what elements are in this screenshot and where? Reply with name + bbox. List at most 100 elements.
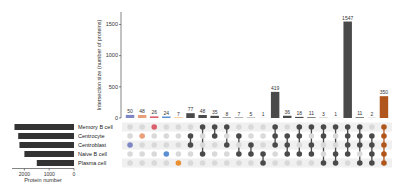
data-label: 1 (262, 111, 265, 117)
empty-dot (248, 133, 254, 139)
y-tick-label: 500 (109, 84, 118, 90)
empty-dot (212, 160, 218, 166)
member-dot (297, 151, 303, 157)
member-dot (284, 151, 290, 157)
set-size-bar (14, 124, 74, 130)
member-dot (345, 151, 351, 157)
x-tick-label: 1000 (44, 171, 55, 177)
empty-dot (248, 160, 254, 166)
intersection-bar (223, 117, 231, 118)
member-dot (212, 124, 218, 130)
member-dot (333, 151, 339, 157)
empty-dot (127, 124, 133, 130)
x-axis (12, 168, 74, 169)
member-dot (381, 142, 387, 148)
data-label: 5 (250, 111, 253, 117)
empty-dot (309, 133, 315, 139)
member-dot (200, 124, 206, 130)
empty-dot (139, 124, 145, 130)
data-label: 50 (127, 108, 133, 114)
empty-dot (260, 124, 266, 130)
member-dot (272, 124, 278, 130)
intersection-bar (138, 115, 146, 118)
data-label: 1 (334, 111, 337, 117)
empty-dot (151, 160, 157, 166)
data-label: 1547 (342, 15, 353, 21)
intersection-bar (356, 117, 364, 119)
intersection-bar (162, 117, 170, 118)
member-dot (164, 151, 170, 157)
member-dot (260, 160, 266, 166)
empty-dot (200, 142, 206, 148)
data-label: 3 (322, 111, 325, 117)
intersection-bar (235, 117, 243, 118)
member-dot (284, 133, 290, 139)
empty-dot (188, 124, 194, 130)
empty-dot (333, 142, 339, 148)
member-dot (309, 142, 315, 148)
empty-dot (224, 151, 230, 157)
empty-dot (164, 133, 170, 139)
member-dot (188, 133, 194, 139)
y-tick-label: 1000 (106, 52, 118, 58)
empty-dot (127, 151, 133, 157)
connector (347, 127, 348, 154)
empty-dot (164, 124, 170, 130)
chart: 050010001500Intersection size (number of… (0, 0, 400, 184)
data-label: 35 (212, 109, 218, 115)
intersection-bar (283, 116, 291, 118)
intersection-bar (271, 92, 279, 118)
y-tick (119, 55, 121, 56)
y-tick (119, 24, 121, 25)
data-label: 7 (177, 111, 180, 117)
empty-dot (284, 124, 290, 130)
data-label: 7 (237, 111, 240, 117)
empty-dot (212, 151, 218, 157)
member-dot (321, 124, 327, 130)
member-dot (357, 142, 363, 148)
empty-dot (176, 133, 182, 139)
member-dot (381, 151, 387, 157)
intersection-bar (368, 117, 376, 118)
connector (202, 127, 203, 154)
member-dot (369, 160, 375, 166)
empty-dot (369, 124, 375, 130)
data-label: 77 (188, 106, 194, 112)
empty-dot (139, 160, 145, 166)
member-dot (345, 142, 351, 148)
empty-dot (224, 160, 230, 166)
member-dot (200, 151, 206, 157)
empty-dot (236, 142, 242, 148)
intersection-bar (174, 117, 182, 118)
x-tick-label: 0 (73, 171, 76, 177)
member-dot (272, 133, 278, 139)
set-label: Centrocyte (78, 133, 105, 139)
set-label: Memory B cell (78, 124, 113, 130)
member-dot (272, 142, 278, 148)
member-dot (381, 124, 387, 130)
empty-dot (236, 160, 242, 166)
member-dot (345, 124, 351, 130)
intersection-bar (295, 117, 303, 118)
connector (371, 136, 372, 163)
empty-dot (224, 133, 230, 139)
empty-dot (297, 142, 303, 148)
member-dot (224, 124, 230, 130)
member-dot (127, 142, 133, 148)
data-label: 350 (380, 89, 389, 95)
set-size-bar (24, 151, 74, 157)
empty-dot (151, 133, 157, 139)
data-label: 48 (200, 108, 206, 114)
member-dot (345, 133, 351, 139)
empty-dot (272, 160, 278, 166)
empty-dot (321, 142, 327, 148)
empty-dot (212, 142, 218, 148)
empty-dot (200, 133, 206, 139)
member-dot (297, 133, 303, 139)
set-bars (14, 124, 74, 166)
y-tick-label: 1500 (106, 21, 118, 27)
data-label: 11 (309, 110, 314, 116)
member-dot (333, 160, 339, 166)
empty-dot (151, 151, 157, 157)
member-dot (309, 151, 315, 157)
